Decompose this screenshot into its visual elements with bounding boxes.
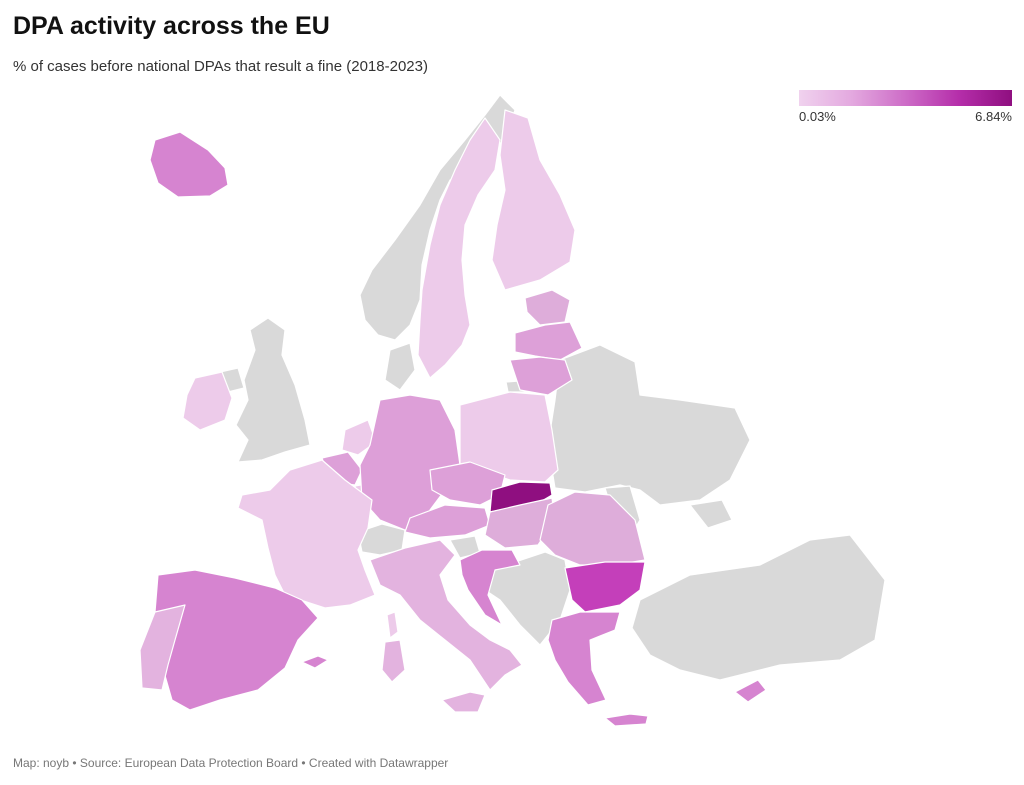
country-denmark <box>384 342 416 391</box>
europe-choropleth-map <box>139 94 886 727</box>
country-lithuania <box>509 356 573 396</box>
country-iceland <box>149 131 229 198</box>
country-ireland <box>182 371 233 431</box>
country-greece <box>547 611 621 706</box>
legend-min-label: 0.03% <box>799 109 836 124</box>
country-france <box>237 459 376 609</box>
country-bulgaria <box>564 561 646 613</box>
country-sweden <box>417 117 501 379</box>
map-title: DPA activity across the EU <box>13 12 330 40</box>
country-turkey <box>631 534 886 681</box>
country-netherlands <box>341 419 377 456</box>
country-sicily <box>441 691 486 713</box>
country-sardinia <box>381 639 406 683</box>
legend-max-label: 6.84% <box>975 109 1012 124</box>
color-legend: 0.03% 6.84% <box>799 90 1012 127</box>
country-italy <box>369 539 523 691</box>
country-finland <box>491 109 576 291</box>
legend-gradient-bar <box>799 90 1012 106</box>
country-cyprus <box>734 679 767 703</box>
country-estonia <box>524 289 571 326</box>
country-corsica <box>386 611 399 639</box>
country-croatia <box>459 549 521 626</box>
country-uk <box>235 317 311 463</box>
country-crete <box>604 713 649 727</box>
country-austria <box>404 504 491 539</box>
country-belarus-ukraine-russia <box>547 344 751 506</box>
legend-labels: 0.03% 6.84% <box>799 109 1012 127</box>
country-balearics <box>301 655 329 669</box>
country-czechia <box>429 461 506 506</box>
map-subtitle: % of cases before national DPAs that res… <box>13 58 428 75</box>
country-latvia <box>514 321 583 361</box>
map-footer-credits: Map: noyb • Source: European Data Protec… <box>13 756 449 770</box>
country-portugal <box>139 604 186 691</box>
country-crimea <box>689 499 733 529</box>
